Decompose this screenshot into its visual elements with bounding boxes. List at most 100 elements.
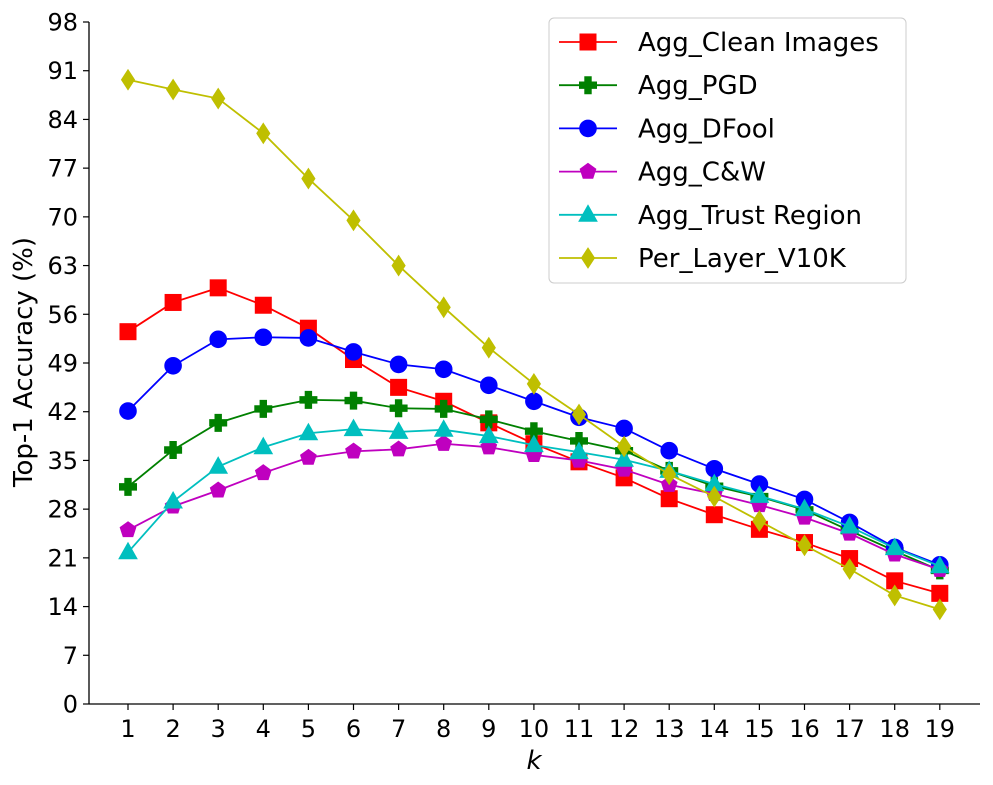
y-tick-label: 84	[47, 106, 78, 134]
data-point	[842, 558, 857, 580]
data-point	[569, 441, 589, 460]
data-point	[571, 403, 587, 426]
x-tick-label: 16	[789, 715, 820, 743]
series-agg-trust-region	[118, 418, 950, 574]
data-point	[524, 434, 544, 453]
legend-item-agg-trust-region: Agg_Trust Region	[559, 201, 862, 231]
y-tick-label: 42	[47, 398, 78, 426]
data-point	[389, 399, 408, 418]
data-point	[211, 87, 226, 110]
data-point	[839, 516, 860, 534]
x-tick-label: 3	[211, 715, 226, 743]
legend-item-per-layer-v10k: Per_Layer_V10K	[559, 244, 847, 274]
data-point	[254, 464, 272, 481]
data-point	[526, 372, 541, 395]
x-tick-label: 12	[609, 715, 640, 743]
data-point	[209, 481, 227, 498]
series-per-layer-v10k	[120, 68, 947, 621]
legend-box	[548, 17, 907, 284]
x-tick-label: 7	[391, 715, 406, 743]
data-point	[614, 449, 634, 467]
data-point	[344, 391, 363, 410]
data-point	[435, 434, 453, 451]
data-point	[388, 421, 409, 439]
data-point	[298, 422, 319, 441]
x-tick-label: 9	[481, 715, 496, 743]
legend-marker	[580, 247, 596, 269]
data-point	[391, 254, 406, 277]
data-point	[119, 477, 137, 496]
data-point	[346, 209, 361, 232]
legend-marker	[579, 119, 597, 138]
legend-marker	[579, 76, 597, 95]
data-point	[434, 360, 453, 379]
data-point	[299, 329, 318, 347]
data-point	[163, 490, 183, 509]
x-tick-label: 2	[165, 715, 180, 743]
x-tick-label: 1	[120, 715, 135, 743]
x-tick-label: 14	[699, 715, 730, 743]
data-point	[481, 336, 496, 359]
legend-marker	[579, 33, 597, 51]
data-point	[617, 435, 632, 458]
y-tick-label: 77	[47, 155, 78, 183]
x-tick-label: 15	[744, 715, 775, 743]
data-point	[479, 410, 498, 429]
data-point	[478, 425, 499, 444]
legend-marker	[578, 204, 598, 222]
y-tick-label: 28	[47, 496, 78, 524]
legend-label: Agg_DFool	[638, 114, 775, 144]
x-tick-label: 17	[834, 715, 865, 743]
y-tick-label: 14	[47, 593, 78, 621]
data-point	[164, 356, 182, 375]
data-point	[389, 355, 408, 374]
data-point	[209, 413, 228, 432]
data-point	[300, 448, 317, 465]
legend-label: Agg_Trust Region	[638, 201, 862, 231]
data-point	[884, 537, 905, 556]
x-tick-label: 13	[654, 715, 685, 743]
x-tick-label: 10	[519, 715, 550, 743]
y-tick-label: 35	[47, 447, 78, 475]
data-point	[301, 167, 316, 190]
data-point	[797, 534, 812, 557]
data-point	[164, 440, 183, 459]
y-tick-label: 49	[47, 350, 78, 378]
data-point	[119, 323, 137, 341]
y-tick-label: 21	[47, 544, 78, 572]
data-point	[118, 541, 138, 560]
x-tick-label: 18	[879, 715, 910, 743]
data-point	[119, 521, 137, 538]
data-point	[390, 440, 407, 457]
legend: Agg_Clean Images Agg_PGD Agg_DFool Agg_C&W A…	[548, 17, 907, 284]
data-point	[660, 441, 679, 460]
data-point	[749, 485, 770, 503]
legend-item-agg-pgd: Agg_PGD	[559, 71, 758, 101]
y-tick-label: 98	[47, 9, 78, 37]
data-point	[253, 436, 274, 455]
data-point	[254, 296, 272, 314]
legend-label: Per_Layer_V10K	[638, 244, 847, 274]
data-point	[254, 328, 273, 347]
data-point	[705, 506, 723, 524]
data-point	[615, 419, 633, 438]
data-point	[707, 485, 722, 508]
data-point	[794, 498, 815, 517]
series-agg-pgd	[119, 390, 949, 580]
data-point	[480, 376, 498, 395]
data-point	[164, 293, 182, 311]
data-point	[887, 584, 902, 607]
x-tick-label: 8	[436, 715, 451, 743]
y-axis-label: Top-1 Accuracy (%)	[9, 237, 39, 488]
data-point	[209, 330, 227, 349]
legend-label: Agg_PGD	[638, 71, 758, 101]
legend-marker	[579, 162, 597, 179]
data-point	[660, 490, 678, 508]
data-point	[524, 422, 543, 441]
legend-item-agg-clean-images: Agg_Clean Images	[559, 28, 879, 58]
data-point	[390, 378, 408, 396]
x-tick-label: 19	[925, 715, 956, 743]
data-point	[166, 78, 181, 101]
legend-label: Agg_Clean Images	[638, 28, 879, 58]
